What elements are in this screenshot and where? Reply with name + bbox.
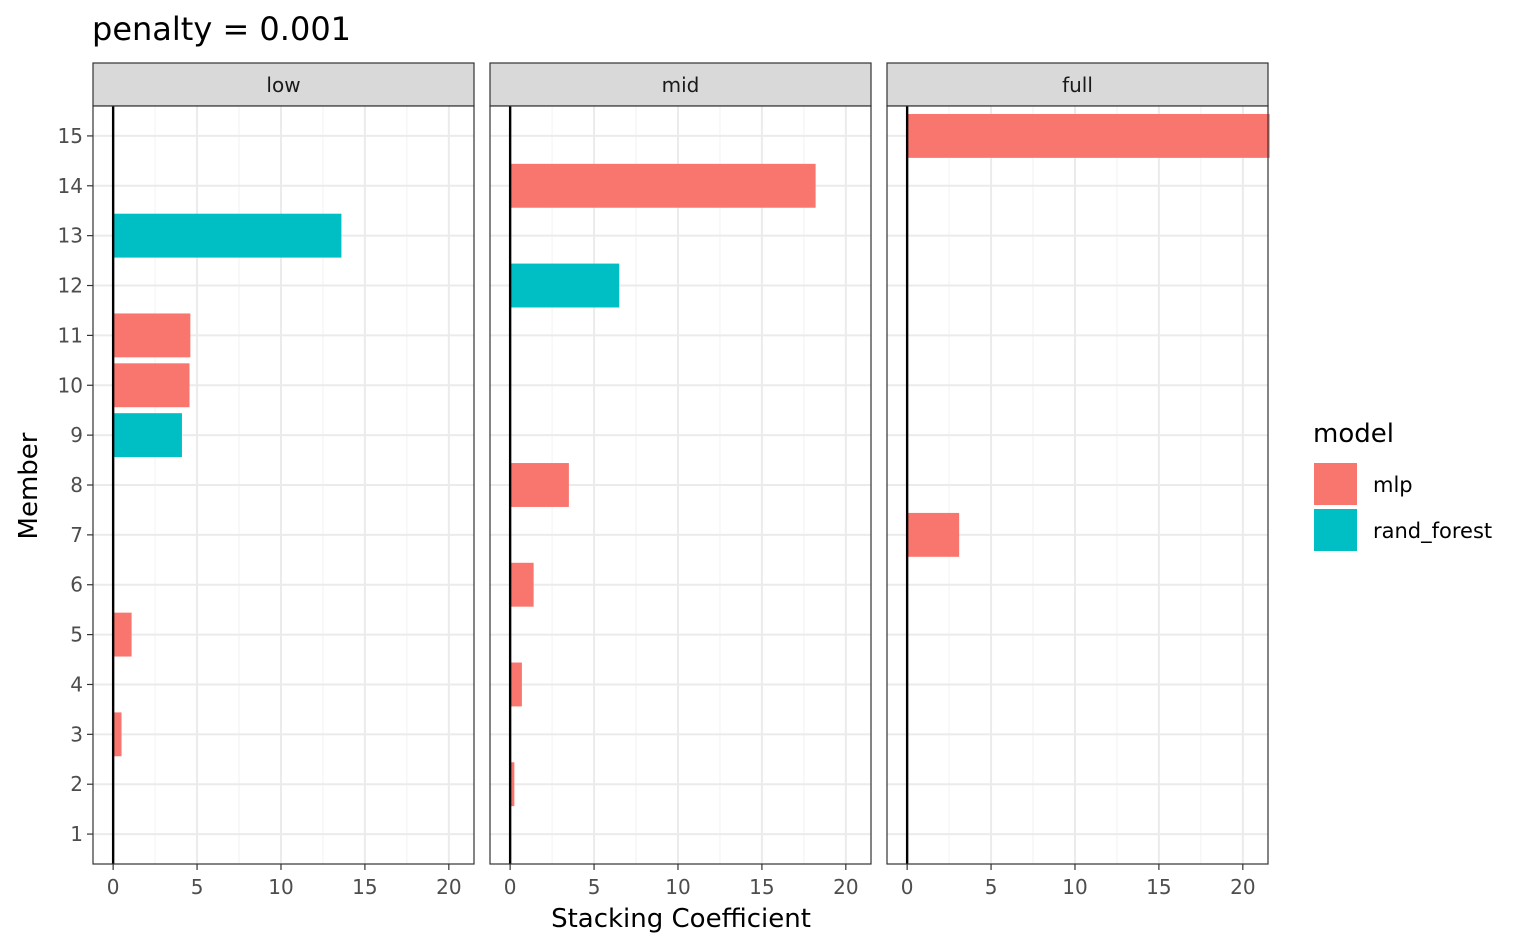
bar-low-member-11 — [113, 313, 191, 358]
y-tick-label: 10 — [58, 373, 83, 397]
x-axis-title: Stacking Coefficient — [551, 904, 811, 934]
x-tick-label: 10 — [665, 875, 690, 899]
bar-full-member-15 — [907, 113, 1270, 158]
y-tick-label: 9 — [70, 423, 83, 447]
legend-label-rand_forest: rand_forest — [1373, 519, 1492, 544]
bar-mid-member-8 — [510, 463, 569, 507]
y-tick-label: 8 — [70, 473, 83, 497]
y-tick-label: 11 — [58, 323, 83, 347]
facet-strip-label: full — [1062, 73, 1093, 97]
x-tick-label: 15 — [749, 875, 774, 899]
facet-strip — [489, 62, 872, 107]
facet-low: low 0 5 10 15 20 — [92, 62, 475, 899]
chart-title: penalty = 0.001 — [92, 10, 351, 48]
y-tick-label: 3 — [70, 722, 83, 746]
y-tick-label: 6 — [70, 573, 83, 597]
y-tick-label: 13 — [58, 224, 83, 248]
legend-key-mlp — [1314, 463, 1357, 505]
bar-mid-member-4 — [510, 662, 522, 707]
x-tick-label: 15 — [1146, 875, 1171, 899]
x-tick-label: 5 — [985, 875, 998, 899]
y-tick-label: 5 — [70, 623, 83, 647]
facet-strip-label: mid — [662, 73, 700, 97]
panel-border — [489, 105, 872, 865]
facet-strip — [92, 62, 475, 107]
bar-mid-member-2 — [510, 762, 515, 807]
facet-panels: low 0 5 10 15 20 mid 0 5 10 15 20 full 0 5 10 15 20 — [92, 62, 1270, 899]
x-tick-label: 0 — [901, 875, 914, 899]
legend-title: model — [1313, 419, 1394, 449]
y-axis-title: Member — [14, 432, 44, 539]
x-tick-label: 0 — [504, 875, 517, 899]
panel-border — [886, 105, 1269, 865]
y-tick-label: 12 — [58, 274, 83, 298]
x-tick-label: 10 — [1062, 875, 1087, 899]
legend: model mlp rand_forest — [1313, 419, 1492, 551]
bar-low-member-9 — [113, 413, 182, 458]
bar-low-member-5 — [113, 612, 132, 657]
y-tick-label: 4 — [70, 672, 83, 696]
x-tick-label: 0 — [107, 875, 120, 899]
bar-mid-member-6 — [510, 562, 534, 607]
x-tick-label: 20 — [833, 875, 858, 899]
x-tick-label: 20 — [436, 875, 461, 899]
facet-strip-label: low — [266, 73, 300, 97]
facet-mid: mid 0 5 10 15 20 — [489, 62, 872, 899]
bar-low-member-10 — [113, 363, 190, 408]
y-tick-label: 2 — [70, 772, 83, 796]
y-tick-label: 1 — [70, 822, 83, 846]
bar-mid-member-14 — [510, 163, 816, 208]
x-tick-label: 20 — [1230, 875, 1255, 899]
facet-full: full 0 5 10 15 20 — [886, 62, 1270, 899]
x-tick-label: 10 — [268, 875, 293, 899]
legend-label-mlp: mlp — [1373, 473, 1413, 497]
y-tick-label: 15 — [58, 124, 83, 148]
x-tick-label: 5 — [588, 875, 601, 899]
bar-full-member-7 — [907, 512, 960, 557]
x-tick-label: 15 — [352, 875, 377, 899]
bar-mid-member-12 — [510, 263, 620, 308]
y-tick-label: 7 — [70, 523, 83, 547]
legend-key-rand_forest — [1314, 509, 1357, 551]
y-tick-label: 14 — [58, 174, 83, 198]
x-tick-label: 5 — [191, 875, 204, 899]
facet-strip — [886, 62, 1269, 107]
bar-low-member-13 — [113, 213, 342, 258]
bar-low-member-3 — [113, 712, 122, 757]
